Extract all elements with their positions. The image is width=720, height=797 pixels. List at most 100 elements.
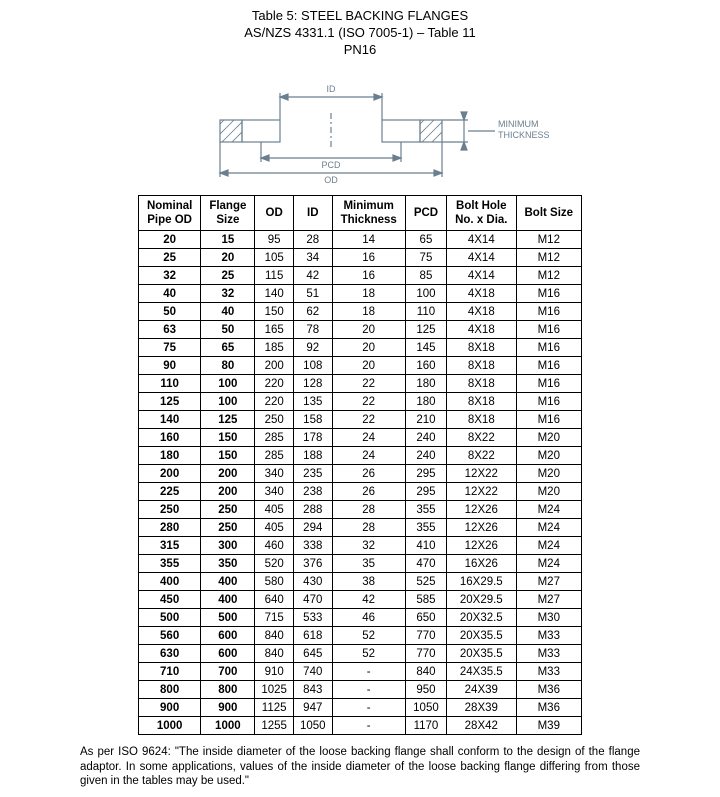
table-row: 4004005804303852516X29.5M27 (138, 573, 581, 591)
cell: 140 (255, 285, 294, 303)
cell: 46 (332, 609, 405, 627)
cell: 20 (138, 231, 200, 249)
cell: 108 (293, 357, 332, 375)
cell: 4X14 (447, 231, 516, 249)
cell: 16 (332, 249, 405, 267)
cell: 128 (293, 375, 332, 393)
cell: 125 (405, 321, 446, 339)
cell: 910 (255, 663, 294, 681)
cell: 1170 (405, 717, 446, 735)
cell: 15 (201, 231, 255, 249)
cell: 355 (138, 555, 200, 573)
cell: 294 (293, 519, 332, 537)
cell: M33 (516, 645, 582, 663)
cell: 950 (405, 681, 446, 699)
cell: 95 (255, 231, 294, 249)
cell: 900 (201, 699, 255, 717)
cell: 4X18 (447, 285, 516, 303)
cell: 355 (405, 519, 446, 537)
table-row: 5005007155334665020X32.5M30 (138, 609, 581, 627)
cell: 75 (138, 339, 200, 357)
cell: 100 (201, 393, 255, 411)
label-thick-2: THICKNESS (498, 130, 550, 140)
cell: M36 (516, 699, 582, 717)
table-row: 504015062181104X18M16 (138, 303, 581, 321)
title-line3: PN16 (8, 42, 712, 59)
cell: 8X22 (447, 447, 516, 465)
footnote: As per ISO 9624: "The inside diameter of… (80, 745, 640, 788)
cell: 8X18 (447, 357, 516, 375)
cell: M30 (516, 609, 582, 627)
cell: 450 (138, 591, 200, 609)
cell: 1000 (138, 717, 200, 735)
cell: 50 (201, 321, 255, 339)
table-row: 756518592201458X18M16 (138, 339, 581, 357)
cell: 20X35.5 (447, 627, 516, 645)
cell: 180 (138, 447, 200, 465)
cell: 24 (332, 429, 405, 447)
table-row: 3553505203763547016X26M24 (138, 555, 581, 573)
cell: 800 (138, 681, 200, 699)
cell: 235 (293, 465, 332, 483)
cell: 400 (138, 573, 200, 591)
col-od: OD (255, 195, 294, 231)
cell: 38 (332, 573, 405, 591)
cell: 40 (138, 285, 200, 303)
cell: 16 (332, 267, 405, 285)
cell: 28 (332, 501, 405, 519)
table-row: 2502504052882835512X26M24 (138, 501, 581, 519)
table-row: 9080200108201608X18M16 (138, 357, 581, 375)
cell: 160 (138, 429, 200, 447)
cell: 630 (138, 645, 200, 663)
cell: 16X26 (447, 555, 516, 573)
cell: 24 (332, 447, 405, 465)
table-row: 1000100012551050-117028X42M39 (138, 717, 581, 735)
cell: 1050 (405, 699, 446, 717)
cell: M16 (516, 285, 582, 303)
cell: 250 (201, 501, 255, 519)
cell: 843 (293, 681, 332, 699)
cell: 185 (255, 339, 294, 357)
cell: 22 (332, 375, 405, 393)
cell: 18 (332, 303, 405, 321)
cell: 225 (138, 483, 200, 501)
table-row: 635016578201254X18M16 (138, 321, 581, 339)
cell: 150 (201, 447, 255, 465)
cell: 585 (405, 591, 446, 609)
cell: 12X26 (447, 519, 516, 537)
cell: M20 (516, 465, 582, 483)
cell: 400 (201, 591, 255, 609)
cell: 22 (332, 411, 405, 429)
cell: 40 (201, 303, 255, 321)
cell: 20X35.5 (447, 645, 516, 663)
cell: 200 (201, 483, 255, 501)
cell: 500 (201, 609, 255, 627)
table-row: 110100220128221808X18M16 (138, 375, 581, 393)
cell: 140 (138, 411, 200, 429)
cell: M12 (516, 267, 582, 285)
table-row: 9009001125947-105028X39M36 (138, 699, 581, 717)
cell: 560 (138, 627, 200, 645)
cell: 28X39 (447, 699, 516, 717)
cell: 125 (201, 411, 255, 429)
col-pcd: PCD (405, 195, 446, 231)
table-row: 32251154216854X14M12 (138, 267, 581, 285)
cell: M16 (516, 375, 582, 393)
col-thick: MinimumThickness (332, 195, 405, 231)
cell: M36 (516, 681, 582, 699)
cell: 288 (293, 501, 332, 519)
cell: 295 (405, 465, 446, 483)
cell: - (332, 717, 405, 735)
cell: 640 (255, 591, 294, 609)
cell: 8X22 (447, 429, 516, 447)
table-row: 125100220135221808X18M16 (138, 393, 581, 411)
cell: 158 (293, 411, 332, 429)
cell: 460 (255, 537, 294, 555)
cell: 20X29.5 (447, 591, 516, 609)
cell: 100 (405, 285, 446, 303)
cell: 405 (255, 519, 294, 537)
cell: M16 (516, 303, 582, 321)
cell: 42 (332, 591, 405, 609)
cell: - (332, 699, 405, 717)
cell: 240 (405, 447, 446, 465)
